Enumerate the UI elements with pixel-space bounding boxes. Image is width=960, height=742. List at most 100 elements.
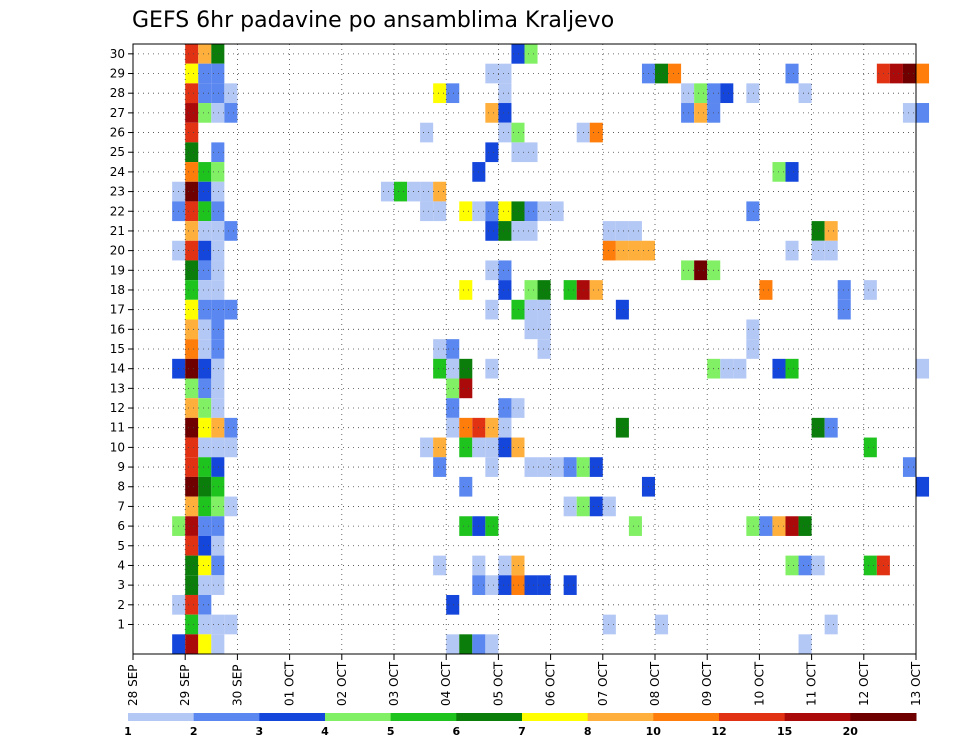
x-tick-label: 06 OCT bbox=[544, 661, 558, 706]
y-tick-label: 4 bbox=[117, 558, 125, 572]
colorbar-label: 10 bbox=[646, 725, 662, 738]
heatmap-cell bbox=[446, 378, 460, 399]
heatmap-cell bbox=[498, 417, 512, 438]
heatmap-cell bbox=[916, 358, 930, 379]
heatmap-cell bbox=[198, 476, 212, 497]
y-tick-label: 15 bbox=[110, 342, 125, 356]
heatmap-cell bbox=[824, 221, 838, 241]
heatmap-cell bbox=[615, 299, 629, 320]
heatmap-cell bbox=[224, 83, 238, 104]
y-tick-label: 19 bbox=[110, 263, 125, 277]
heatmap-cell bbox=[198, 221, 212, 241]
heatmap-cell bbox=[459, 201, 473, 222]
heatmap-cell bbox=[185, 575, 199, 595]
heatmap-cell bbox=[563, 457, 577, 477]
heatmap-cell bbox=[198, 83, 212, 104]
heatmap-cell bbox=[902, 457, 916, 477]
y-tick-label: 5 bbox=[117, 539, 125, 553]
heatmap-cell bbox=[589, 122, 603, 143]
x-tick-label: 08 OCT bbox=[648, 661, 662, 706]
heatmap-cell bbox=[211, 260, 225, 281]
heatmap-cell bbox=[198, 516, 212, 536]
heatmap-cell bbox=[172, 634, 186, 654]
heatmap-cell bbox=[446, 339, 460, 359]
heatmap-cell bbox=[863, 437, 877, 458]
heatmap-cell bbox=[524, 221, 538, 241]
heatmap-cell bbox=[485, 634, 499, 654]
heatmap-cell bbox=[511, 299, 525, 320]
heatmap-cell bbox=[537, 339, 551, 359]
heatmap-cell bbox=[185, 378, 199, 399]
heatmap-cell bbox=[759, 516, 773, 536]
colorbar: 1 2 3 4 5 6 7 8 10 12 15 20 bbox=[124, 713, 917, 738]
colorbar-swatch bbox=[390, 713, 457, 721]
heatmap-cell bbox=[198, 575, 212, 595]
y-axis: 1234567891011121314151617181920212223242… bbox=[110, 47, 133, 631]
heatmap-cell bbox=[185, 516, 199, 536]
heatmap-cell bbox=[524, 319, 538, 340]
y-tick-label: 22 bbox=[110, 204, 125, 218]
heatmap-cell bbox=[511, 221, 525, 241]
heatmap-cell bbox=[211, 535, 225, 556]
heatmap-cell bbox=[198, 437, 212, 458]
colorbar-swatch bbox=[259, 713, 326, 721]
heatmap-cell bbox=[185, 103, 199, 123]
heatmap-cell bbox=[185, 83, 199, 104]
colorbar-label: 2 bbox=[190, 725, 198, 738]
heatmap-cell bbox=[524, 280, 538, 300]
heatmap-cell bbox=[902, 63, 916, 84]
heatmap-cell bbox=[185, 476, 199, 497]
heatmap-cell bbox=[498, 103, 512, 123]
heatmap-cell bbox=[380, 181, 394, 202]
heatmap-cell bbox=[446, 83, 460, 104]
heatmap-cell bbox=[185, 44, 199, 64]
heatmap-cell bbox=[485, 358, 499, 379]
heatmap-cell bbox=[211, 634, 225, 654]
heatmap-cell bbox=[785, 555, 799, 576]
heatmap-cell bbox=[498, 83, 512, 104]
heatmap-cell bbox=[824, 614, 838, 635]
heatmap-cell bbox=[798, 634, 812, 654]
colorbar-swatch bbox=[456, 713, 523, 721]
heatmap-cell bbox=[498, 437, 512, 458]
colorbar-label: 6 bbox=[452, 725, 460, 738]
colorbar-label: 3 bbox=[255, 725, 263, 738]
heatmap-cell bbox=[759, 280, 773, 300]
y-tick-label: 3 bbox=[117, 578, 125, 592]
heatmap-cell bbox=[185, 634, 199, 654]
y-tick-label: 12 bbox=[110, 401, 125, 415]
heatmap-cell bbox=[185, 457, 199, 477]
heatmap-cell bbox=[198, 398, 212, 418]
heatmap-cell bbox=[459, 358, 473, 379]
x-tick-label: 13 OCT bbox=[909, 661, 923, 706]
heatmap-cell bbox=[511, 201, 525, 222]
heatmap-cell bbox=[433, 358, 447, 379]
heatmap-cell bbox=[902, 103, 916, 123]
heatmap-cell bbox=[498, 398, 512, 418]
heatmap-cell bbox=[211, 240, 225, 261]
colorbar-label: 8 bbox=[584, 725, 592, 738]
heatmap-cell bbox=[628, 516, 642, 536]
y-tick-label: 7 bbox=[117, 499, 125, 513]
colorbar-label: 4 bbox=[321, 725, 329, 738]
heatmap-cell bbox=[720, 83, 734, 104]
heatmap-cell bbox=[798, 516, 812, 536]
heatmap-cell bbox=[185, 417, 199, 438]
heatmap-cell bbox=[746, 83, 760, 104]
heatmap-cell bbox=[628, 240, 642, 261]
y-tick-label: 11 bbox=[110, 421, 125, 435]
y-tick-label: 27 bbox=[110, 106, 125, 120]
heatmap-cell bbox=[746, 201, 760, 222]
y-tick-label: 6 bbox=[117, 519, 125, 533]
heatmap-cell bbox=[485, 437, 499, 458]
y-tick-label: 14 bbox=[110, 362, 125, 376]
heatmap-cell bbox=[198, 103, 212, 123]
heatmap-cell bbox=[420, 181, 434, 202]
colorbar-swatch bbox=[653, 713, 720, 721]
heatmap-cell bbox=[433, 437, 447, 458]
x-tick-label: 02 OCT bbox=[335, 661, 349, 706]
heatmap-cell bbox=[211, 201, 225, 222]
heatmap-cell bbox=[185, 398, 199, 418]
heatmap-cell bbox=[524, 457, 538, 477]
x-tick-label: 12 OCT bbox=[857, 661, 871, 706]
